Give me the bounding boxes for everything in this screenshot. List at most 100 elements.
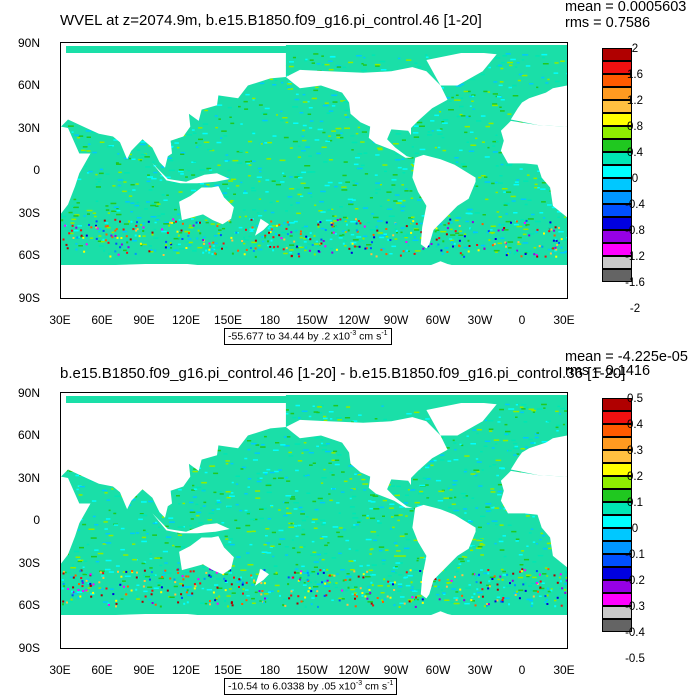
colorbar-label: 0 bbox=[631, 173, 639, 185]
greenland-land bbox=[426, 51, 497, 86]
lon-label: 90W bbox=[383, 313, 409, 327]
colorbar-swatch bbox=[602, 463, 632, 476]
lon-label: 30E bbox=[49, 313, 71, 327]
lon-label: 120E bbox=[171, 663, 201, 677]
colorbar-swatch bbox=[602, 217, 632, 230]
colorbar-swatch bbox=[602, 567, 632, 580]
colorbar-label: -0.5 bbox=[625, 653, 645, 665]
africa-west-land bbox=[500, 120, 567, 218]
lat-label: 30N bbox=[17, 121, 40, 135]
map-panel-difference: b.e15.B1850.f09_g16.pi_control.46 [1-20]… bbox=[0, 350, 700, 700]
lat-label: 0 bbox=[33, 513, 40, 527]
colorbar-swatch bbox=[602, 256, 632, 269]
asia-europe-land bbox=[61, 43, 286, 168]
lon-label: 90E bbox=[133, 663, 155, 677]
indonesia-land bbox=[152, 163, 230, 184]
colorbar-label: -2 bbox=[629, 303, 641, 315]
lon-label: 30W bbox=[467, 663, 493, 677]
lat-label: 30S bbox=[18, 206, 40, 220]
colorbar-label: -0.4 bbox=[625, 199, 645, 211]
africa-west-land bbox=[500, 470, 567, 568]
lon-label: 60W bbox=[425, 663, 451, 677]
colorbar-swatch bbox=[602, 74, 632, 87]
colorbar-swatch bbox=[602, 230, 632, 243]
map-panel-wvel: WVEL at z=2074.9m, b.e15.B1850.f09_g16.p… bbox=[17, 0, 686, 345]
colorbar-swatch bbox=[602, 489, 632, 502]
lat-label: 30N bbox=[17, 471, 40, 485]
lon-label: 90E bbox=[133, 313, 155, 327]
lon-label: 0 bbox=[518, 663, 526, 677]
colorbar-swatch bbox=[602, 178, 632, 191]
lat-label: 0 bbox=[33, 163, 40, 177]
lat-label: 60N bbox=[17, 78, 40, 92]
lat-label: 60N bbox=[17, 428, 40, 442]
colorbar-label: 0.1 bbox=[627, 497, 643, 509]
lon-label: 60E bbox=[91, 663, 113, 677]
colorbar-swatch bbox=[602, 528, 632, 541]
colorbar-swatch bbox=[602, 619, 632, 632]
lat-label: 90S bbox=[18, 641, 40, 655]
contour-range-note: -10.54 to 6.0338 by .05 x10-3 cm s-1 bbox=[224, 678, 398, 695]
colorbar-swatch bbox=[602, 61, 632, 74]
colorbar-swatch bbox=[602, 48, 632, 61]
colorbar-swatch bbox=[602, 100, 632, 113]
lon-label: 120E bbox=[171, 313, 201, 327]
colorbar bbox=[602, 48, 632, 282]
lon-label: 150E bbox=[213, 663, 243, 677]
lon-label: 30E bbox=[49, 663, 71, 677]
colorbar-swatch bbox=[602, 87, 632, 100]
colorbar-label: -0.2 bbox=[625, 575, 645, 587]
colorbar-swatch bbox=[602, 502, 632, 515]
colorbar-swatch bbox=[602, 243, 632, 256]
mean-stat: mean = -4.225e-05 bbox=[565, 349, 688, 365]
colorbar bbox=[602, 398, 632, 632]
lon-label: 150E bbox=[213, 313, 243, 327]
lat-label: 90N bbox=[17, 386, 40, 400]
colorbar-swatch bbox=[602, 165, 632, 178]
lon-label: 60W bbox=[425, 313, 451, 327]
colorbar-swatch bbox=[602, 139, 632, 152]
new-zealand-land bbox=[255, 218, 269, 236]
colorbar-label: 0.4 bbox=[627, 419, 643, 431]
map-title: WVEL at z=2074.9m, b.e15.B1850.f09_g16.p… bbox=[60, 12, 482, 29]
south-america-land bbox=[412, 504, 476, 599]
colorbar-swatch bbox=[602, 450, 632, 463]
rms-stat: rms = 0.7586 bbox=[565, 15, 651, 31]
africa-land bbox=[61, 476, 91, 564]
colorbar-swatch bbox=[602, 554, 632, 567]
ocean-field-map bbox=[61, 43, 567, 298]
map-plot bbox=[60, 42, 568, 299]
colorbar-swatch bbox=[602, 437, 632, 450]
africa-land bbox=[61, 126, 91, 214]
lon-label: 0 bbox=[518, 313, 526, 327]
contour-range-note: -55.677 to 34.44 by .2 x10-3 cm s-1 bbox=[224, 328, 392, 345]
greenland-land bbox=[426, 401, 497, 436]
asia-europe-land bbox=[61, 393, 286, 518]
colorbar-swatch bbox=[602, 593, 632, 606]
colorbar-swatch bbox=[602, 424, 632, 437]
indonesia-land bbox=[152, 513, 230, 534]
australia-land bbox=[179, 186, 234, 225]
colorbar-label: -0.3 bbox=[625, 601, 645, 613]
north-america-land bbox=[285, 417, 448, 508]
lat-label: 60S bbox=[18, 598, 40, 612]
lat-label: 30S bbox=[18, 556, 40, 570]
arctic-ocean-strip bbox=[66, 46, 536, 53]
colorbar-label: 0.3 bbox=[627, 445, 643, 457]
colorbar-label: -1.2 bbox=[625, 251, 645, 263]
colorbar-swatch bbox=[602, 606, 632, 619]
lon-label: 90W bbox=[383, 663, 409, 677]
colorbar-label: -1.6 bbox=[625, 277, 645, 289]
map-title: b.e15.B1850.f09_g16.pi_control.46 [1-20]… bbox=[60, 365, 626, 382]
colorbar-swatch bbox=[602, 126, 632, 139]
lat-label: 90S bbox=[18, 291, 40, 305]
colorbar-label: -0.8 bbox=[625, 225, 645, 237]
rms-stat: rms = 0.1416 bbox=[565, 363, 651, 379]
colorbar-label: 0.2 bbox=[627, 471, 643, 483]
colorbar-label: -0.4 bbox=[625, 627, 645, 639]
colorbar-label: 0.5 bbox=[627, 393, 643, 405]
colorbar-swatch bbox=[602, 411, 632, 424]
new-zealand-land bbox=[255, 568, 269, 586]
colorbar-swatch bbox=[602, 113, 632, 126]
colorbar-label: -0.1 bbox=[625, 549, 645, 561]
